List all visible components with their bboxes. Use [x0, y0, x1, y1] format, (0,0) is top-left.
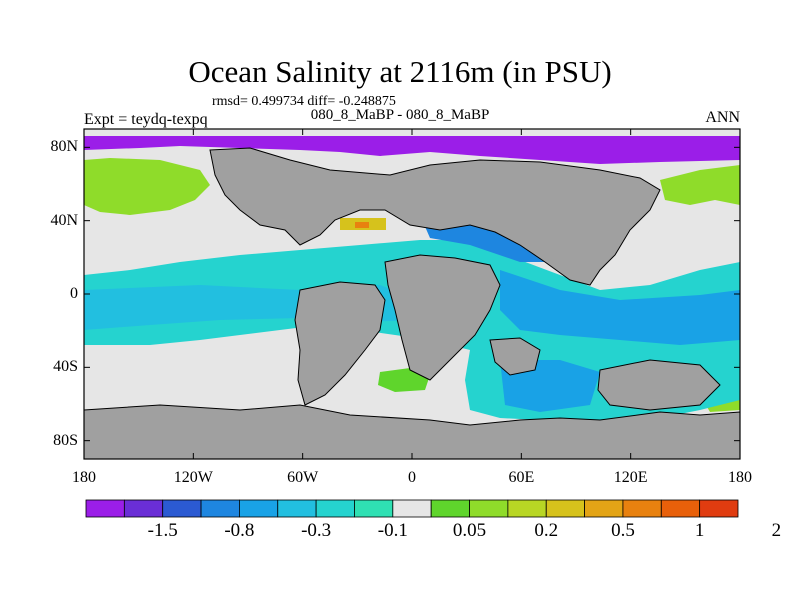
colorbar-label: 0.2 — [534, 520, 559, 541]
lat-tick-label: 80N — [50, 138, 78, 156]
indo-pacific-negative-core — [500, 270, 740, 345]
colorbar-swatch — [315, 499, 355, 518]
colorbar-swatch — [699, 499, 739, 518]
colorbar-label: 1 — [694, 520, 705, 541]
lon-tick-label: 120W — [173, 469, 213, 486]
antarctica — [84, 404, 740, 459]
colorbar-swatch — [354, 499, 394, 518]
colorbar-label: -1.5 — [147, 520, 178, 541]
colorbar-swatch — [660, 499, 701, 518]
experiment-label: Expt = teydq-texpq — [84, 111, 208, 128]
land-masses — [84, 147, 740, 459]
northern-continents — [209, 147, 661, 286]
colorbar-swatch — [239, 499, 279, 518]
case-comparison-label: 080_8_MaBP - 080_8_MaBP — [310, 107, 490, 123]
india-fragment — [489, 337, 541, 376]
colorbar-swatch — [392, 499, 432, 518]
lon-tick-label: 180 — [728, 469, 752, 486]
arctic-fresh-anomaly — [84, 136, 740, 164]
colorbar-swatch — [584, 499, 624, 518]
northeast-positive-anomaly — [660, 165, 740, 205]
colorbar-label: 0.05 — [452, 520, 487, 541]
lat-tick-label: 0 — [70, 285, 78, 302]
colorbar-label: -0.1 — [377, 520, 408, 541]
longitude-axis — [83, 129, 741, 459]
colorbar-swatch — [162, 499, 202, 518]
lon-tick-label: 0 — [408, 469, 416, 486]
colorbar-swatch — [123, 499, 164, 518]
colorbar-label: -0.3 — [301, 520, 332, 541]
map-field — [84, 129, 740, 459]
lat-tick-label: 40N — [50, 211, 78, 229]
colorbar-swatch — [545, 499, 585, 518]
lat-tick-label: 40S — [53, 358, 78, 376]
northwest-pacific-neutral — [620, 200, 740, 265]
lon-tick-label: 60W — [287, 469, 319, 486]
colorbar-swatch — [430, 499, 470, 518]
africa — [384, 254, 501, 381]
colorbar-label: 0.5 — [611, 520, 635, 541]
rmsd-diff-stats: rmsd= 0.499734 diff= -0.248875 — [212, 94, 396, 109]
lon-tick-label: 60E — [508, 469, 535, 486]
colorbar-label: 2 — [771, 520, 782, 541]
north-pacific-positive-anomaly — [84, 158, 210, 215]
colorbar-swatch — [200, 499, 240, 518]
lon-tick-label: 120E — [613, 469, 648, 486]
positive-hotspot-core — [355, 222, 369, 228]
southern-negative-core — [500, 360, 600, 412]
colorbar-swatch — [507, 499, 547, 518]
colorbar-swatch — [622, 499, 662, 518]
south-america — [294, 281, 386, 406]
lon-tick-label: 180 — [72, 469, 96, 486]
colorbar-label: -0.8 — [224, 520, 255, 541]
colorbar — [85, 499, 739, 518]
colorbar-swatch — [469, 499, 509, 518]
latitude-axis — [84, 146, 740, 442]
australia — [597, 359, 721, 411]
colorbar-swatch — [85, 499, 125, 518]
plot-title: Ocean Salinity at 2116m (in PSU) — [188, 54, 612, 89]
season-label: ANN — [705, 109, 740, 126]
colorbar-swatch — [277, 499, 317, 518]
lat-tick-label: 80S — [53, 431, 78, 449]
